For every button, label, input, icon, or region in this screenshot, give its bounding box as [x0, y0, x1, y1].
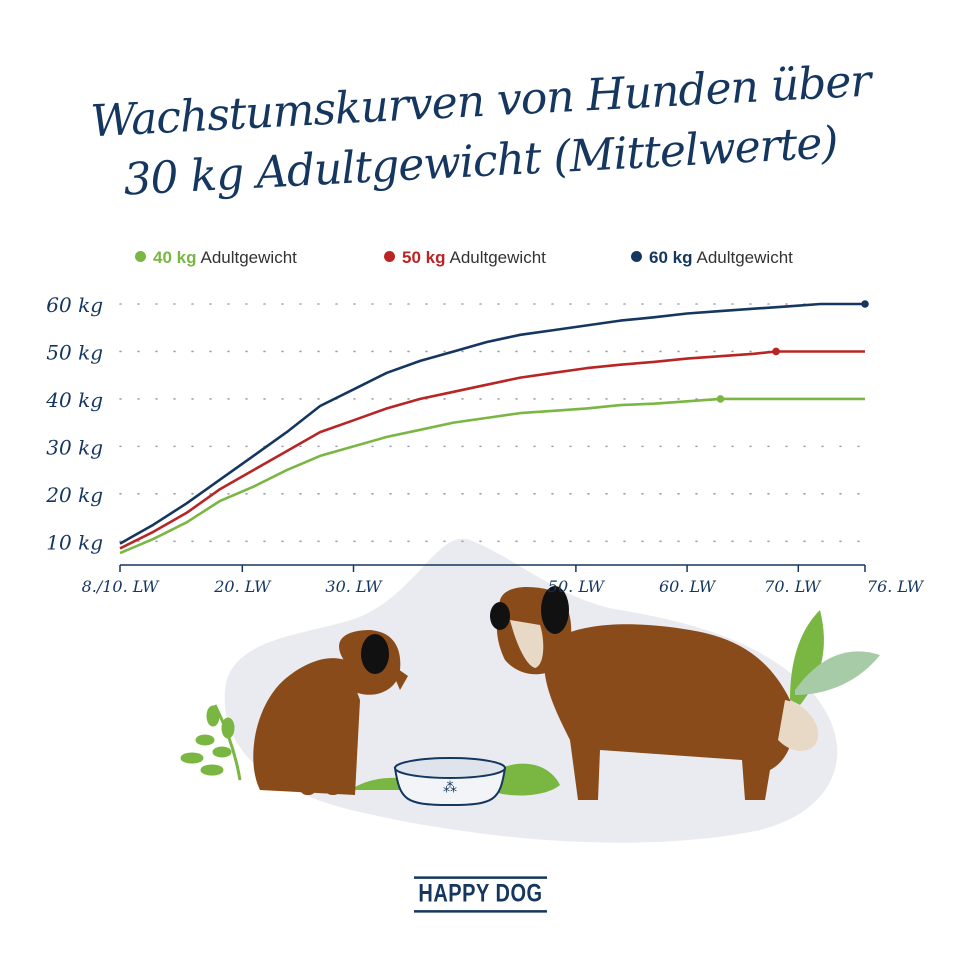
x-axis-labels: 8./10. LW 20. LW 30. LW 50. LW 60. LW 70. LW 7… — [82, 577, 925, 596]
svg-text:⁂: ⁂ — [443, 780, 457, 796]
leaf-icon — [795, 651, 880, 695]
x-tick-label: 60. LW — [659, 577, 717, 596]
x-tick-label: 30. LW — [325, 577, 383, 596]
plant-icon — [180, 704, 242, 781]
series-end-marker — [861, 300, 869, 308]
series-end-markers — [716, 300, 869, 403]
y-axis-labels: 10 kg 20 kg 30 kg 40 kg 50 kg 60 kg — [45, 293, 103, 554]
y-tick-label: 60 kg — [46, 293, 103, 317]
x-axis — [119, 564, 866, 572]
legend-text: Adultgewicht — [696, 248, 793, 267]
legend-kg: 40 kg — [153, 248, 197, 267]
series-lines — [119, 302, 865, 555]
y-tick-label: 10 kg — [46, 530, 103, 554]
small-dog-illustration — [253, 630, 408, 795]
y-tick-label: 50 kg — [46, 340, 103, 364]
legend-item-60kg: 60 kg Adultgewicht — [631, 248, 793, 268]
series-end-marker — [716, 395, 725, 403]
large-dog-illustration — [490, 586, 819, 800]
y-tick-label: 20 kg — [45, 483, 103, 507]
legend-dot — [384, 251, 395, 262]
brand-logo: HAPPY DOG — [0, 876, 961, 913]
legend-text: Adultgewicht — [449, 248, 546, 267]
legend-item-40kg: 40 kg Adultgewicht — [135, 248, 297, 268]
leaf-icon — [790, 610, 824, 705]
food-bowl-icon: ⁂ — [393, 757, 507, 807]
legend-dot — [135, 251, 146, 262]
series-line — [119, 397, 865, 555]
legend-dot — [631, 251, 642, 262]
legend-item-50kg: 50 kg Adultgewicht — [384, 248, 546, 268]
legend-text: Adultgewicht — [200, 248, 297, 267]
brand-logo-text: HAPPY DOG — [414, 876, 547, 913]
legend-kg: 60 kg — [649, 248, 693, 267]
illustration-backdrop-blob — [224, 538, 838, 843]
y-tick-label: 30 kg — [46, 435, 103, 459]
chart-legend: 40 kg Adultgewicht 50 kg Adultgewicht 60 k… — [0, 248, 961, 274]
series-end-marker — [772, 347, 780, 356]
series-line — [119, 350, 865, 550]
x-tick-label: 50. LW — [548, 577, 606, 596]
legend-kg: 50 kg — [402, 248, 446, 267]
x-tick-label: 76. LW — [867, 577, 925, 596]
x-tick-label: 8./10. LW — [82, 577, 160, 596]
y-tick-label: 40 kg — [45, 388, 103, 412]
series-line — [119, 302, 865, 545]
x-tick-label: 70. LW — [764, 577, 822, 596]
illustration: ⁂ — [180, 538, 880, 843]
x-tick-label: 20. LW — [213, 577, 272, 596]
